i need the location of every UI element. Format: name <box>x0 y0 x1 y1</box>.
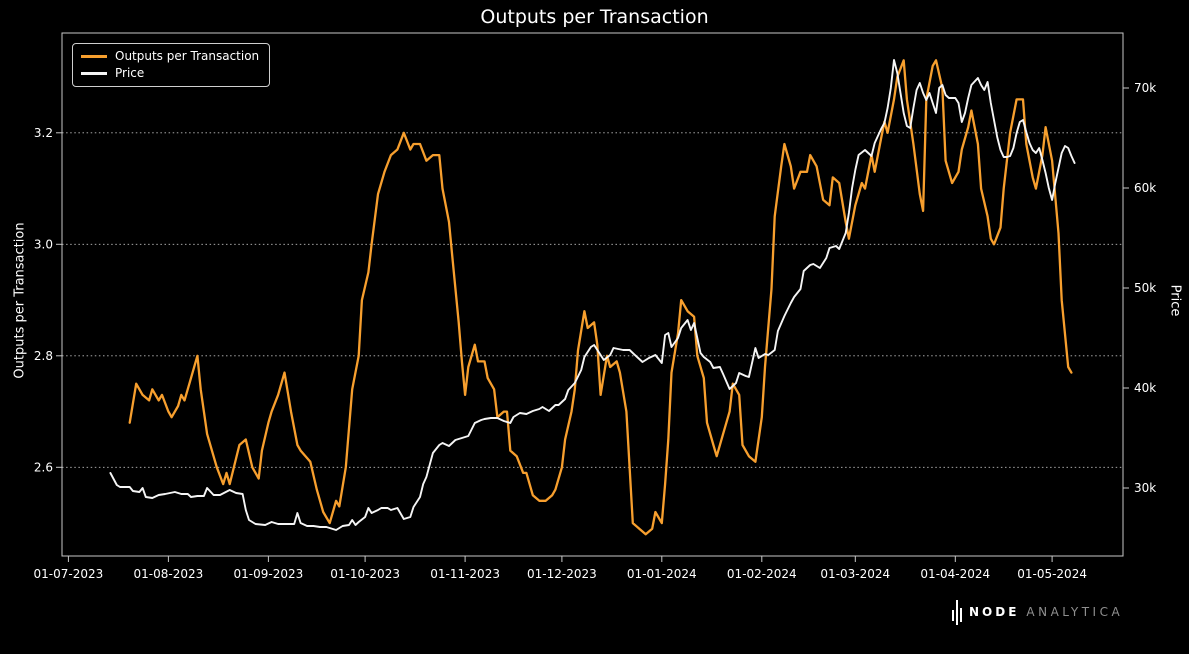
svg-text:01-09-2023: 01-09-2023 <box>234 567 304 581</box>
right-axis-ticks: 30k 40k 50k 60k 70k <box>1123 81 1156 495</box>
svg-text:01-02-2024: 01-02-2024 <box>727 567 797 581</box>
svg-text:01-01-2024: 01-01-2024 <box>627 567 697 581</box>
legend-label: Outputs per Transaction <box>115 49 260 63</box>
legend-item: Price <box>81 66 259 80</box>
legend-line-swatch <box>81 71 107 75</box>
legend: Outputs per Transaction Price <box>72 43 271 87</box>
brand-name-light: ANALYTICA <box>1026 605 1124 619</box>
svg-text:01-03-2024: 01-03-2024 <box>820 567 890 581</box>
chart-title: Outputs per Transaction <box>480 6 709 28</box>
svg-text:2.6: 2.6 <box>34 460 53 474</box>
brand-watermark: NODE ANALYTICA <box>952 599 1123 625</box>
svg-text:01-05-2024: 01-05-2024 <box>1017 567 1087 581</box>
svg-text:01-11-2023: 01-11-2023 <box>430 567 500 581</box>
series-line-outputs-per-transaction <box>128 59 1073 536</box>
svg-text:60k: 60k <box>1134 181 1156 195</box>
svg-text:01-10-2023: 01-10-2023 <box>330 567 400 581</box>
svg-text:40k: 40k <box>1134 381 1156 395</box>
svg-text:3.2: 3.2 <box>34 126 53 140</box>
svg-text:01-12-2023: 01-12-2023 <box>527 567 597 581</box>
svg-text:2.8: 2.8 <box>34 349 53 363</box>
svg-text:01-04-2024: 01-04-2024 <box>920 567 990 581</box>
grid-lines <box>62 132 1123 468</box>
svg-text:01-08-2023: 01-08-2023 <box>134 567 204 581</box>
x-axis-ticks: 01-07-2023 01-08-2023 01-09-2023 01-10-2023… <box>34 556 1087 581</box>
brand-name-bold: NODE <box>969 605 1020 619</box>
right-axis-label: Price <box>1167 284 1183 317</box>
svg-text:01-07-2023: 01-07-2023 <box>34 567 104 581</box>
svg-text:3.0: 3.0 <box>34 237 53 251</box>
svg-text:70k: 70k <box>1134 81 1156 95</box>
svg-text:30k: 30k <box>1134 481 1156 495</box>
legend-item: Outputs per Transaction <box>81 49 259 63</box>
left-axis-ticks: 2.6 2.8 3.0 3.2 <box>34 126 62 474</box>
left-axis-label: Outputs per Transaction <box>12 222 28 379</box>
plot-border <box>61 32 1124 557</box>
series-line-price <box>109 59 1076 531</box>
legend-label: Price <box>115 66 145 80</box>
legend-line-swatch <box>81 54 107 58</box>
svg-text:50k: 50k <box>1134 281 1156 295</box>
brand-logo-bars-icon <box>952 599 962 625</box>
